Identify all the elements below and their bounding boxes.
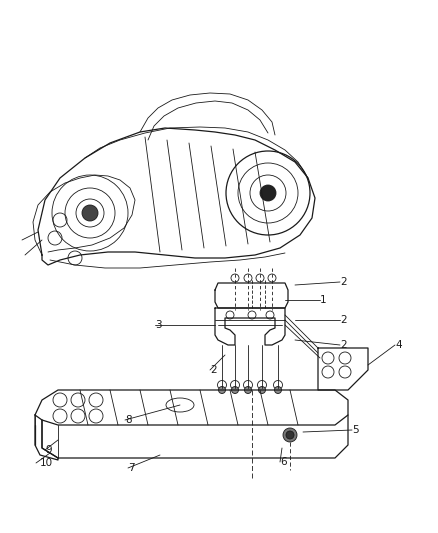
Text: 3: 3 — [155, 320, 162, 330]
Circle shape — [258, 386, 265, 393]
Text: 2: 2 — [340, 277, 346, 287]
Text: 7: 7 — [128, 463, 134, 473]
Text: 6: 6 — [280, 457, 286, 467]
Circle shape — [260, 185, 276, 201]
Circle shape — [283, 428, 297, 442]
Circle shape — [286, 431, 294, 439]
Circle shape — [82, 205, 98, 221]
Circle shape — [244, 386, 251, 393]
Text: 2: 2 — [340, 315, 346, 325]
Circle shape — [219, 386, 226, 393]
Text: 9: 9 — [45, 445, 52, 455]
Text: 8: 8 — [125, 415, 132, 425]
Text: 2: 2 — [210, 365, 217, 375]
Text: 4: 4 — [395, 340, 402, 350]
Text: 10: 10 — [40, 458, 53, 468]
Circle shape — [232, 386, 239, 393]
Circle shape — [275, 386, 282, 393]
Text: 1: 1 — [320, 295, 327, 305]
Text: 2: 2 — [340, 340, 346, 350]
Text: 5: 5 — [352, 425, 359, 435]
